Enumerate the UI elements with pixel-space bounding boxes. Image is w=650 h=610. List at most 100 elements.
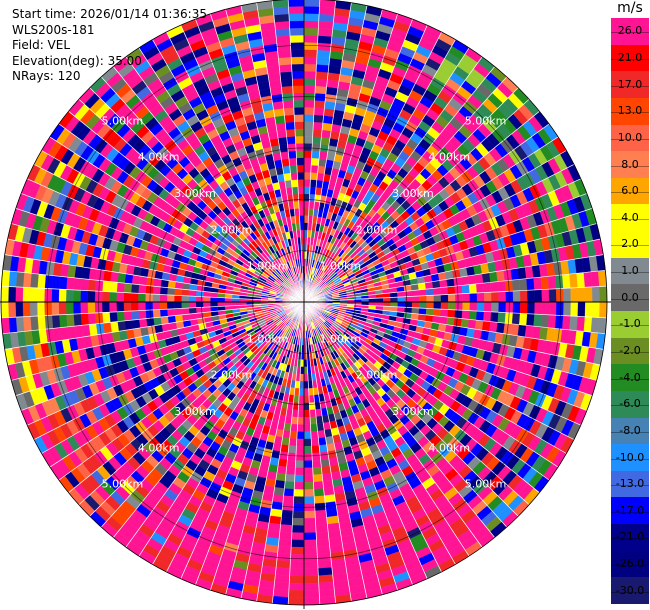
velocity-gate — [51, 314, 61, 329]
velocity-gate — [295, 143, 305, 151]
velocity-gate — [51, 301, 60, 316]
velocity-gate — [317, 560, 333, 569]
velocity-gate — [65, 301, 74, 315]
velocity-gate — [294, 121, 305, 130]
velocity-gate — [303, 164, 312, 173]
velocity-gate — [455, 293, 463, 303]
velocity-gate — [309, 416, 317, 425]
velocity-gate — [181, 295, 189, 303]
velocity-gate — [295, 460, 305, 469]
velocity-gate — [296, 431, 305, 440]
velocity-gate — [599, 285, 608, 303]
velocity-gate — [314, 100, 326, 109]
velocity-gate — [303, 568, 319, 577]
ray-separator — [303, 301, 550, 481]
velocity-gate — [73, 313, 82, 327]
velocity-gate — [512, 290, 521, 303]
velocity-gate — [303, 510, 316, 519]
velocity-gate — [296, 438, 305, 447]
velocity-gate — [101, 301, 110, 313]
velocity-gate — [36, 301, 45, 317]
velocity-gate — [101, 291, 110, 303]
velocity-gate — [303, 575, 319, 584]
velocity-gate — [283, 107, 295, 116]
velocity-gate — [287, 150, 297, 159]
velocity-gate — [303, 6, 320, 14]
velocity-gate — [138, 318, 148, 329]
ray-separator — [27, 178, 305, 303]
velocity-gate — [318, 588, 336, 598]
velocity-gate — [419, 295, 427, 303]
velocity-gate — [303, 431, 312, 440]
velocity-gate — [303, 438, 312, 447]
velocity-gate — [590, 270, 600, 288]
ray-separator — [195, 301, 305, 585]
velocity-gate — [294, 467, 305, 476]
velocity-gate — [303, 56, 317, 65]
velocity-gate — [58, 314, 68, 328]
velocity-gate — [303, 553, 318, 562]
ray-separator — [195, 19, 305, 303]
velocity-gate — [468, 283, 478, 294]
velocity-gate — [278, 531, 293, 540]
velocity-gate — [318, 151, 328, 160]
ray-separator — [303, 47, 470, 303]
velocity-gate — [313, 107, 325, 116]
velocity-gate — [294, 114, 305, 123]
velocity-gate — [22, 287, 31, 303]
velocity-gate — [284, 114, 295, 123]
ray-separator — [4, 301, 305, 350]
velocity-gate — [288, 13, 305, 22]
ray-separator — [7, 301, 305, 366]
ray-separator — [4, 254, 305, 303]
velocity-gate — [188, 295, 197, 303]
velocity-gate — [297, 171, 305, 180]
velocity-gate — [303, 49, 318, 58]
ray-separator — [2, 269, 305, 303]
ray-separator — [303, 56, 483, 303]
velocity-gate — [321, 129, 332, 139]
velocity-gate — [291, 416, 299, 425]
velocity-gate — [288, 590, 305, 598]
velocity-gate — [303, 525, 317, 534]
velocity-gate — [273, 108, 285, 117]
ray-separator — [303, 25, 428, 303]
velocity-gate — [166, 287, 176, 296]
velocity-gate — [272, 6, 290, 16]
velocity-gate — [447, 285, 456, 295]
velocity-gate — [152, 309, 161, 319]
velocity-gate — [303, 546, 318, 555]
velocity-gate — [145, 317, 155, 328]
velocity-gate — [303, 582, 320, 591]
velocity-gate — [322, 115, 334, 125]
velocity-gate — [296, 157, 305, 166]
velocity-gate — [37, 315, 46, 331]
velocity-gate — [181, 301, 189, 309]
velocity-gate — [278, 451, 289, 461]
velocity-gate — [318, 6, 336, 16]
velocity-gate — [58, 276, 68, 290]
velocity-gate — [303, 20, 319, 29]
velocity-gate — [145, 276, 155, 287]
velocity-gate — [314, 495, 326, 504]
velocity-gate — [138, 310, 147, 320]
velocity-gate — [287, 597, 305, 606]
velocity-gate — [318, 444, 328, 453]
ray-separator — [240, 301, 305, 599]
velocity-gate — [210, 296, 218, 303]
velocity-gate — [116, 311, 125, 322]
ray-separator — [271, 301, 305, 604]
velocity-gate — [289, 34, 305, 43]
velocity-gate — [66, 276, 75, 291]
ray-separator — [303, 66, 495, 303]
ray-separator — [303, 178, 581, 303]
velocity-gate — [303, 85, 316, 94]
velocity-gate — [303, 424, 311, 433]
ray-separator — [303, 5, 368, 303]
ray-separator — [303, 111, 540, 303]
velocity-gate — [275, 567, 291, 576]
ray-separator — [166, 301, 305, 573]
velocity-gate — [273, 13, 290, 23]
velocity-gate — [526, 277, 535, 291]
ray-separator — [33, 301, 305, 440]
